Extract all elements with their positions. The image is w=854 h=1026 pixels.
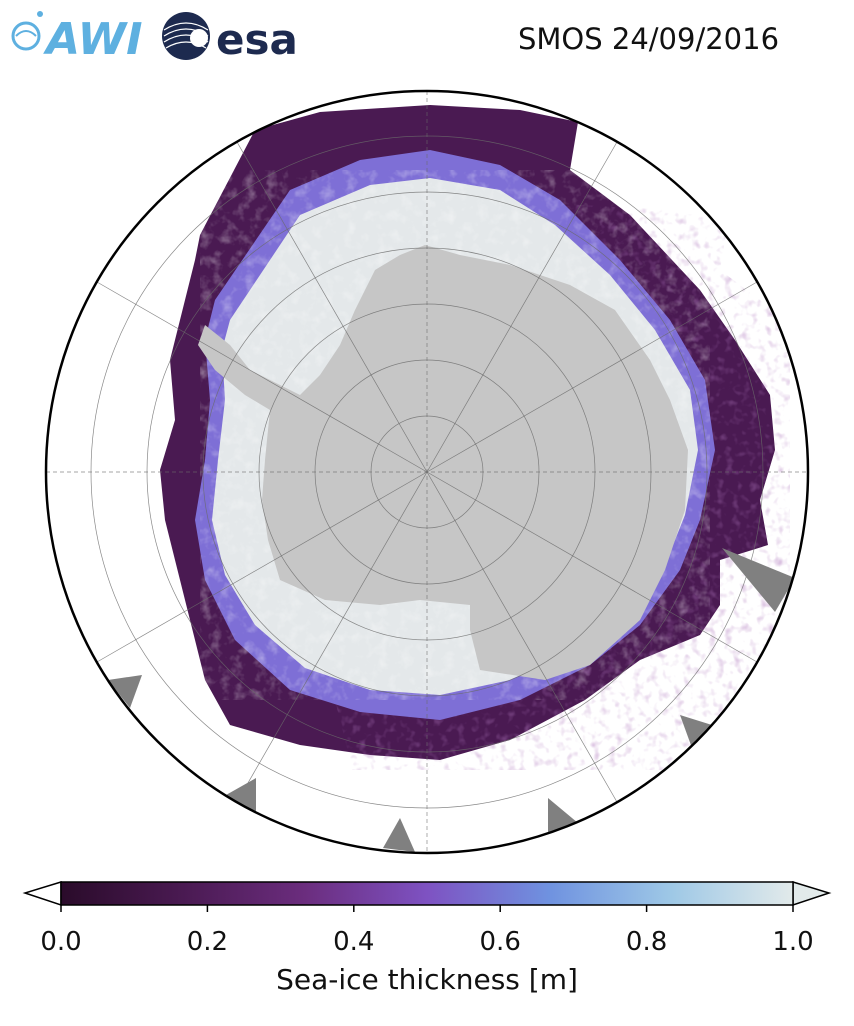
logos: AWI esa [11,11,298,65]
no-data-regions [108,548,795,852]
polar-map [44,89,810,855]
colorbar-gradient [60,881,794,906]
colorbar: 0.0 0.2 0.4 0.6 0.8 1.0 [22,880,832,957]
awi-logo-text: AWI [43,14,143,65]
colorbar-tick-label: 0.6 [480,927,521,957]
colorbar-extend-max [792,880,832,907]
colorbar-tick-label: 1.0 [772,927,813,957]
colorbar-tick-label: 0.0 [40,927,81,957]
colorbar-tick-label: 0.8 [626,927,667,957]
colorbar-ticks: 0.0 0.2 0.4 0.6 0.8 1.0 [40,905,814,957]
esa-logo-text: esa [216,15,298,64]
esa-logo: esa [162,12,298,64]
map-title: SMOS 24/09/2016 [518,22,780,56]
map-boundary [44,89,810,855]
colorbar-tick-label: 0.4 [333,927,374,957]
colorbar-label: Sea-ice thickness [m] [276,963,578,996]
map-gridlines [46,91,808,853]
colorbar-tick-label: 0.2 [187,927,228,957]
colorbar-extend-min [22,880,62,907]
awi-logo: AWI [11,11,143,65]
